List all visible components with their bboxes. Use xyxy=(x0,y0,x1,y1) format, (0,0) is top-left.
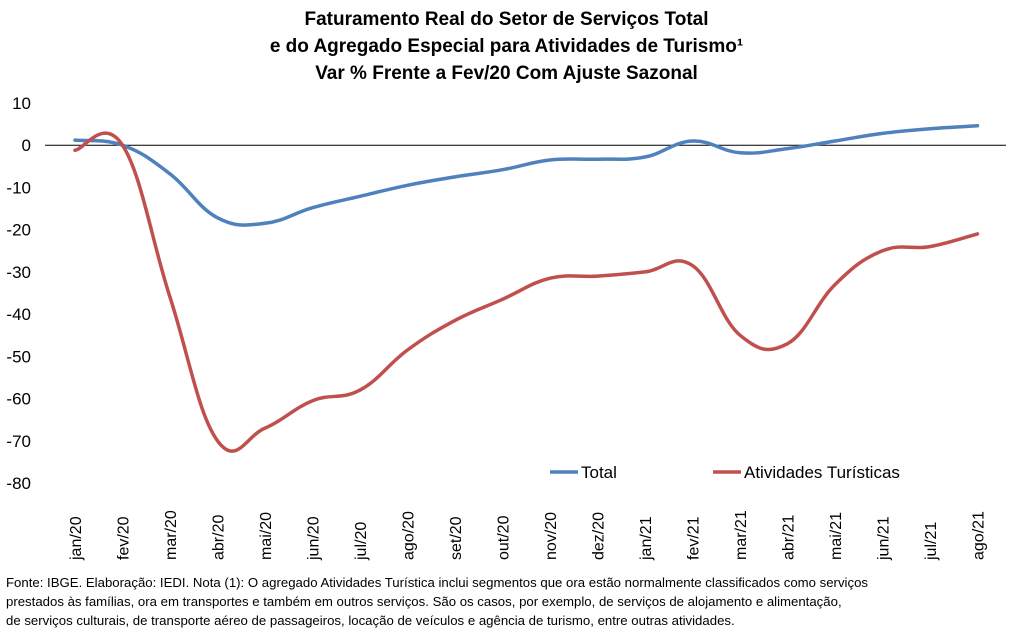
series-line-atividades-turisticas xyxy=(73,131,980,453)
x-tick-label: abr/20 xyxy=(211,515,228,560)
source-note: Fonte: IBGE. Elaboração: IEDI. Nota (1):… xyxy=(6,573,1006,630)
x-tick-label: jul/20 xyxy=(353,522,370,561)
source-note-line-1: Fonte: IBGE. Elaboração: IEDI. Nota (1):… xyxy=(6,575,868,590)
x-tick-label: ago/21 xyxy=(971,511,988,560)
x-tick-label: mar/21 xyxy=(733,510,750,560)
x-tick-label: abr/21 xyxy=(781,515,798,560)
y-tick-label: 0 xyxy=(22,136,31,155)
x-tick-label: mai/21 xyxy=(828,512,845,560)
x-tick-label: mar/20 xyxy=(163,510,180,560)
legend-label-total: Total xyxy=(581,463,617,482)
series-line-total xyxy=(73,124,980,227)
x-tick-label: jan/21 xyxy=(638,516,655,561)
chart-title-line-2: e do Agregado Especial para Atividades d… xyxy=(269,36,744,57)
source-note-line-2: prestados às famílias, ora em transporte… xyxy=(6,594,842,609)
chart-title-line-3: Var % Frente a Fev/20 Com Ajuste Sazonal xyxy=(315,63,698,84)
y-tick-label: -40 xyxy=(6,305,31,324)
y-tick-label: -60 xyxy=(6,390,31,409)
chart-title: Faturamento Real do Setor de Serviços To… xyxy=(0,6,1013,87)
x-tick-label: nov/20 xyxy=(543,512,560,560)
x-tick-label: jan/20 xyxy=(68,516,85,561)
x-tick-label: dez/20 xyxy=(591,512,608,560)
y-tick-label: -80 xyxy=(6,474,31,493)
legend-label-atividades-turisticas: Atividades Turísticas xyxy=(744,463,900,482)
line-chart: 10 0 -10 -20 -30 -40 -50 -60 -70 -80 jan/20 fev/20 m… xyxy=(6,94,1006,561)
y-tick-label: -50 xyxy=(6,347,31,366)
x-tick-label: fev/21 xyxy=(686,516,703,560)
x-tick-label: jul/21 xyxy=(923,522,940,561)
x-tick-label: fev/20 xyxy=(116,516,133,560)
x-tick-label: jun/21 xyxy=(876,516,893,561)
x-tick-label: jun/20 xyxy=(306,516,323,561)
x-tick-label: ago/20 xyxy=(401,511,418,560)
y-tick-label: -70 xyxy=(6,432,31,451)
chart-title-line-1: Faturamento Real do Setor de Serviços To… xyxy=(304,9,709,30)
y-tick-label: -30 xyxy=(6,263,31,282)
source-note-line-3: de serviços culturais, de transporte aér… xyxy=(6,613,735,628)
x-tick-label: mai/20 xyxy=(258,512,275,560)
y-tick-label: 10 xyxy=(12,94,31,113)
x-tick-label: out/20 xyxy=(496,515,513,560)
y-tick-label: -10 xyxy=(6,178,31,197)
x-tick-label: set/20 xyxy=(448,516,465,560)
y-tick-label: -20 xyxy=(6,221,31,240)
